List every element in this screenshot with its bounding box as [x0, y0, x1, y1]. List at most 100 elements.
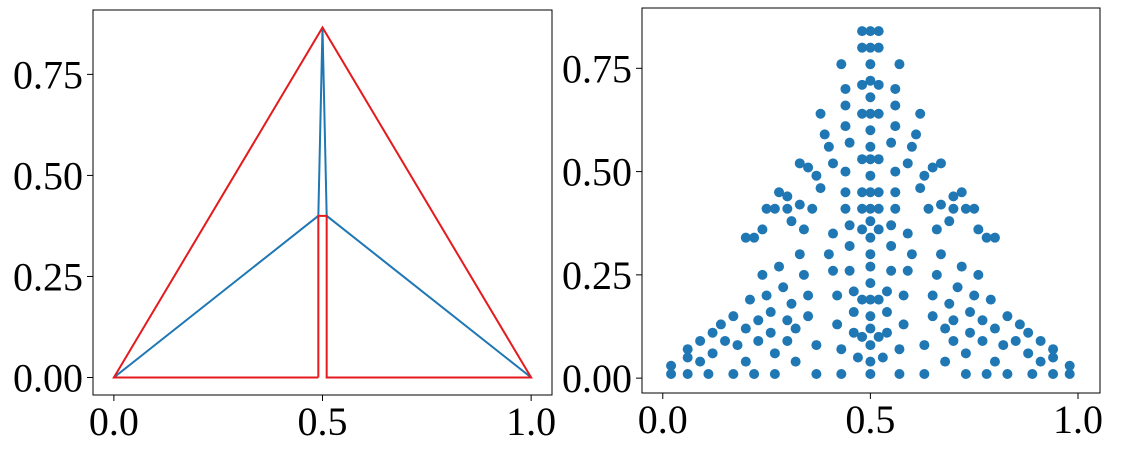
- scatter-point: [703, 368, 714, 379]
- scatter-point: [836, 344, 847, 355]
- scatter-point: [865, 311, 876, 322]
- scatter-point: [865, 340, 876, 351]
- scatter-point: [798, 224, 809, 235]
- subplot: 0.0 0.5 1.0 0.00 0.25 0.50 0.75: [562, 7, 1103, 442]
- scatter-point: [803, 162, 814, 173]
- scatter-point: [840, 121, 851, 132]
- scatter-point: [811, 170, 822, 181]
- scatter-point: [873, 26, 884, 37]
- scatter-point: [873, 224, 884, 235]
- scatter-point: [732, 340, 743, 351]
- scatter-point: [927, 162, 938, 173]
- scatter-point: [807, 203, 818, 214]
- scatter-point: [952, 282, 963, 293]
- scatter-point: [948, 335, 959, 346]
- scatter-point: [865, 154, 876, 165]
- scatter-point: [836, 59, 847, 70]
- scatter-point: [890, 83, 901, 94]
- scatter-point: [753, 335, 764, 346]
- scatter-point: [898, 290, 909, 301]
- scatter-point: [1035, 335, 1046, 346]
- scatter-point: [749, 232, 760, 243]
- scatter-point: [865, 249, 876, 260]
- scatter-point: [815, 183, 826, 194]
- scatter-point: [1023, 348, 1034, 359]
- scatter-point: [998, 340, 1009, 351]
- scatter-point: [769, 368, 780, 379]
- scatter-point: [852, 352, 863, 363]
- scatter-point: [948, 191, 959, 202]
- scatter-point: [811, 368, 822, 379]
- scatter-point: [873, 294, 884, 305]
- scatter-point: [782, 335, 793, 346]
- scatter-point: [873, 187, 884, 198]
- scatter-point: [840, 83, 851, 94]
- scatter-point: [865, 216, 876, 227]
- scatter-point: [873, 203, 884, 214]
- scatter-point: [1002, 368, 1013, 379]
- scatter-point: [931, 224, 942, 235]
- scatter-point: [890, 166, 901, 177]
- scatter-point: [769, 203, 780, 214]
- scatter-point: [873, 331, 884, 342]
- scatter-point: [890, 121, 901, 132]
- scatter-point: [894, 368, 905, 379]
- scatter-point: [865, 261, 876, 272]
- scatter-point: [965, 327, 976, 338]
- scatter-point: [865, 323, 876, 334]
- scatter-point: [666, 360, 677, 371]
- scatter-point: [927, 290, 938, 301]
- x-tick-label: 0.0: [638, 397, 688, 442]
- subplot: 0.0 0.5 1.0 0.00 0.25 0.50 0.75: [13, 9, 556, 444]
- scatter-point: [927, 311, 938, 322]
- scatter-point: [915, 108, 926, 119]
- scatter-point: [1035, 356, 1046, 367]
- scatter-point: [969, 290, 980, 301]
- y-tick-label: 0.00: [13, 356, 83, 401]
- scatter-point: [1023, 327, 1034, 338]
- scatter-point: [873, 42, 884, 53]
- scatter-point: [857, 331, 868, 342]
- scatter-point: [857, 203, 868, 214]
- scatter-point: [960, 348, 971, 359]
- scatter-point: [715, 319, 726, 330]
- scatter-point: [840, 166, 851, 177]
- scatter-point: [865, 141, 876, 152]
- scatter-point: [906, 141, 917, 152]
- scatter-point: [977, 315, 988, 326]
- scatter-point: [865, 26, 876, 37]
- scatter-point: [832, 290, 843, 301]
- scatter-point: [1064, 360, 1075, 371]
- scatter-point: [811, 340, 822, 351]
- scatter-point: [1014, 319, 1025, 330]
- scatter-point: [906, 249, 917, 260]
- scatter-point: [881, 286, 892, 297]
- scatter-point: [803, 311, 814, 322]
- scatter-point: [828, 265, 839, 276]
- scatter-point: [769, 348, 780, 359]
- scatter-point: [886, 265, 897, 276]
- line-series: [113, 27, 532, 379]
- scatter-point: [857, 154, 868, 165]
- scatter-point: [765, 307, 776, 318]
- scatter-point: [989, 232, 1000, 243]
- scatter-point: [965, 307, 976, 318]
- scatter-point: [981, 368, 992, 379]
- scatter-point: [749, 368, 760, 379]
- scatter-point: [865, 232, 876, 243]
- scatter-point: [902, 265, 913, 276]
- scatter-point: [865, 108, 876, 119]
- scatter-point: [865, 75, 876, 86]
- x-tick-label: 0.0: [89, 399, 139, 444]
- scatter-point: [956, 261, 967, 272]
- scatter-point: [828, 228, 839, 239]
- scatter-point: [969, 203, 980, 214]
- scatter-point: [890, 100, 901, 111]
- y-tick-label: 0.25: [562, 253, 632, 298]
- scatter-point: [865, 368, 876, 379]
- scatter-point: [1010, 335, 1021, 346]
- scatter-point: [973, 224, 984, 235]
- scatter-point: [695, 356, 706, 367]
- scatter-point: [865, 203, 876, 214]
- scatter-point: [886, 240, 897, 251]
